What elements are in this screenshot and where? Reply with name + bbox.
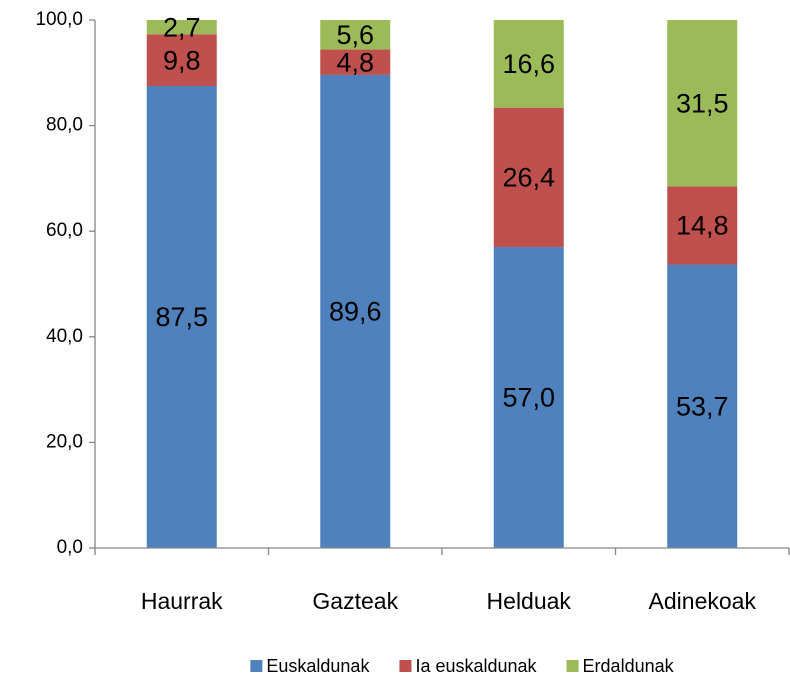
data-label: 26,4 [502,162,555,192]
data-label: 89,6 [329,297,382,327]
x-tick-label: Haurrak [141,588,223,614]
bar-segment [493,20,564,108]
data-label: 9,8 [163,45,201,75]
legend-swatch [399,660,412,672]
x-tick-label: Adinekoak [649,588,757,614]
legend-label: Erdaldunak [583,656,675,676]
legend-swatch [250,660,263,672]
data-label: 53,7 [676,391,729,421]
bar-segment [667,20,738,187]
bar-segment [320,49,391,75]
legend-label: Euskaldunak [266,656,370,676]
bar-segment [493,107,564,248]
data-label: 2,7 [163,12,201,42]
bar-segment [320,20,391,50]
bar-segment [146,34,217,86]
bar-segment [493,247,564,549]
data-label: 4,8 [336,47,374,77]
x-tick-label: Helduak [487,588,572,614]
bar-segment [320,74,391,549]
bar-segment [146,20,217,35]
y-tick-label: 60,0 [46,220,83,241]
bar-segment [667,186,738,265]
legend-swatch [566,660,579,672]
y-tick-label: 20,0 [46,431,83,452]
data-label: 16,6 [502,49,555,79]
y-tick-label: 40,0 [46,326,83,347]
data-label: 5,6 [336,20,374,50]
data-label: 14,8 [676,211,729,241]
bar-segment [667,264,738,548]
y-tick-label: 100,0 [35,9,83,30]
data-label: 87,5 [155,302,208,332]
x-tick-label: Gazteak [312,588,398,614]
legend-label: Ia euskaldunak [415,656,537,676]
bar-segment [146,86,217,548]
y-tick-label: 80,0 [46,115,83,136]
y-tick-label: 0,0 [57,537,83,558]
data-label: 57,0 [502,383,555,413]
data-label: 31,5 [676,88,729,118]
